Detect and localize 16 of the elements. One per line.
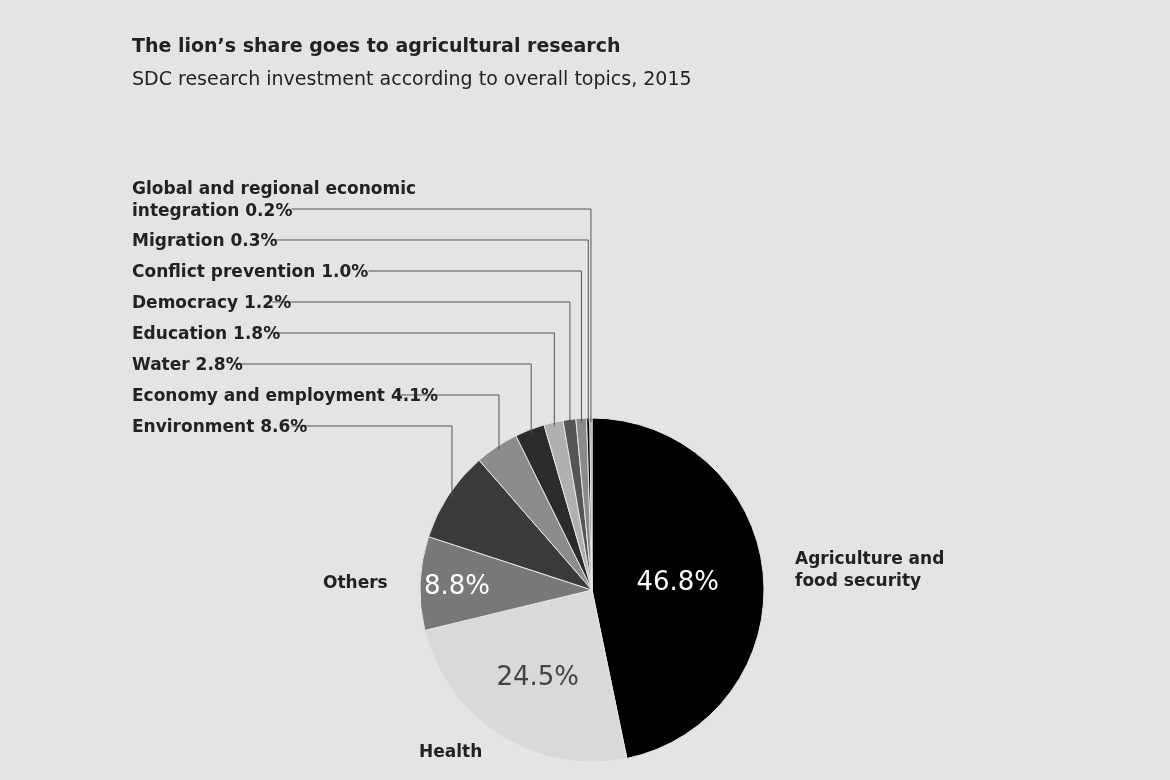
slice-label: Health: [419, 741, 483, 761]
slice-label: Economy and employment 4.1%: [132, 385, 439, 405]
chart-subtitle: SDC research investment according to overall topics, 2015: [132, 67, 692, 89]
slice-label: Others: [323, 572, 388, 592]
slice-label: Education 1.8%: [132, 323, 281, 343]
slice-label: Water 2.8%: [132, 354, 243, 374]
slice-label: Agriculture and food security: [795, 548, 945, 591]
slice-label: Democracy 1.2%: [132, 292, 292, 312]
data-label: 8.8%: [423, 569, 490, 600]
slice-label: Global and regional economic integration 0.2%: [132, 178, 417, 221]
data-label: 46.8%: [636, 566, 720, 597]
slice-label: Conflict prevention 1.0%: [132, 261, 369, 281]
slice-label: Migration 0.3%: [132, 230, 278, 250]
slice-label: Environment 8.6%: [132, 416, 308, 436]
chart-title: The lion’s share goes to agricultural research: [132, 34, 621, 56]
data-label: 24.5%: [496, 660, 579, 691]
